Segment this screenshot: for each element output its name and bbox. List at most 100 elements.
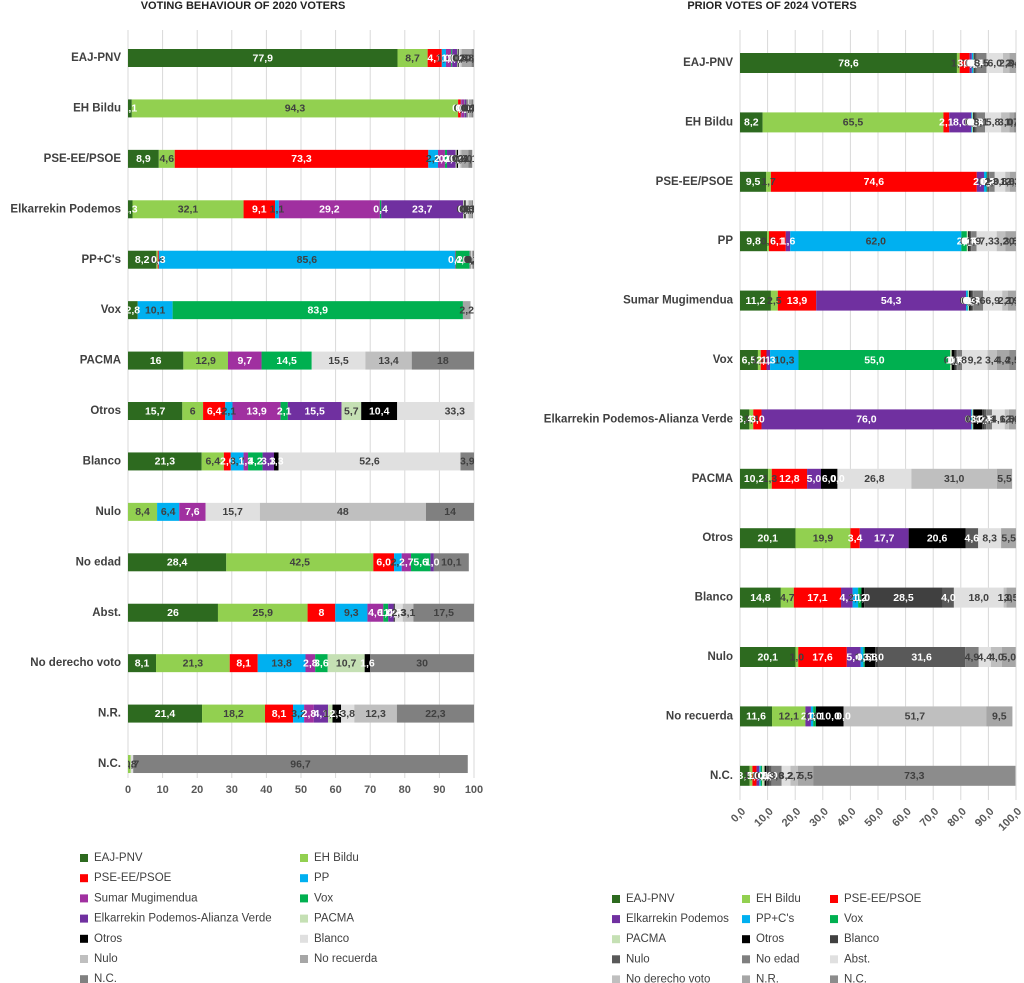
data-label: 2,6	[1005, 414, 1020, 426]
legend-swatch	[742, 915, 750, 924]
category-label: PACMA	[80, 355, 121, 367]
bar-segment	[1003, 53, 1010, 73]
bar-segment	[807, 468, 821, 489]
bar-segment	[994, 171, 1006, 192]
bar-segment	[430, 553, 434, 572]
legend-label: EAJ-PNV	[94, 852, 143, 864]
data-label: 3,2	[779, 770, 794, 782]
bar-segment	[468, 149, 473, 168]
bar-segment	[447, 149, 456, 168]
data-label: 10,7	[336, 657, 357, 669]
data-label: 9,5	[746, 176, 761, 188]
bar-segment	[740, 528, 796, 549]
data-label: 28,4	[167, 557, 188, 569]
data-label: 4,1	[314, 708, 329, 720]
data-label: 0,8	[452, 103, 467, 115]
data-label: 2,5	[330, 708, 345, 720]
data-label: 6,9	[985, 295, 1000, 307]
data-label: 15,7	[222, 506, 243, 518]
bar-segment	[966, 231, 968, 252]
bar-segment	[970, 231, 972, 252]
bar-segment	[996, 231, 1006, 252]
data-label: 0,4	[450, 153, 465, 165]
bar-segment	[179, 502, 206, 521]
legend-label: Blanco	[844, 933, 879, 945]
bar-segment	[968, 231, 971, 252]
bar-segment	[315, 654, 328, 673]
bar-segment	[433, 553, 469, 572]
data-label: 62,0	[866, 235, 887, 247]
data-label: 1,6	[781, 235, 796, 247]
data-label: 13,8	[271, 657, 292, 669]
data-label: 0,3	[465, 254, 480, 266]
bar-segment	[841, 587, 853, 608]
bar-segment	[227, 351, 262, 370]
x-tick-label: 20,0	[780, 806, 804, 830]
bar-segment	[205, 502, 260, 521]
data-label: 0,0	[1009, 295, 1024, 307]
data-label: 2,8	[426, 153, 441, 165]
category-label: Abst.	[92, 607, 121, 619]
bar-segment	[973, 290, 984, 311]
x-tick-label: 30	[226, 784, 238, 796]
data-label: 9,8	[746, 235, 761, 247]
data-label: 0,1	[966, 57, 981, 69]
bar-segment	[471, 250, 473, 269]
legend-label: Elkarrekin Podemos-Alianza Verde	[94, 913, 272, 925]
data-label: 0,4	[373, 204, 388, 216]
data-label: 85,6	[297, 254, 318, 266]
bar-segment	[785, 231, 791, 252]
data-label: 0,3	[387, 607, 402, 619]
data-label: 32,1	[178, 204, 199, 216]
bar-segment	[768, 765, 772, 786]
data-label: 5,8	[986, 117, 1001, 129]
bar-segment	[361, 402, 398, 421]
bar-segment	[367, 603, 384, 622]
data-label: 6,0	[822, 473, 837, 485]
bar-segment	[813, 706, 816, 727]
data-label: 1,0	[760, 770, 775, 782]
data-label: 1,1	[123, 103, 138, 115]
legend-swatch	[80, 874, 88, 883]
bar-segment	[156, 250, 158, 269]
bar-segment	[394, 603, 403, 622]
bar-segment	[962, 350, 988, 370]
data-label: 1,0	[856, 592, 871, 604]
data-label: 2,4	[1005, 57, 1020, 69]
data-label: 6,4	[207, 405, 222, 417]
data-label: 2,7	[399, 557, 414, 569]
legend-label: PACMA	[626, 933, 666, 945]
category-label: Elkarrekin Podemos-Alianza Verde	[544, 413, 733, 425]
bar-segment	[740, 53, 957, 73]
bar-segment	[128, 704, 203, 723]
legend-swatch	[300, 955, 308, 963]
bar-segment	[460, 49, 462, 67]
bar-segment	[467, 99, 469, 118]
data-label: 1,1	[463, 153, 478, 165]
data-label: 2,3	[391, 607, 406, 619]
data-label: 1,3	[763, 473, 778, 485]
data-label: 2,5	[1005, 354, 1020, 366]
legend-label: N.C.	[844, 973, 867, 983]
bar-segment	[740, 706, 773, 727]
legend-swatch	[830, 935, 838, 944]
bar-segment	[128, 149, 159, 168]
x-tick-label: 70,0	[918, 806, 942, 830]
bar-segment	[462, 301, 471, 320]
data-label: 4,2	[840, 592, 855, 604]
bar-segment	[860, 647, 864, 667]
bar-segment	[128, 351, 184, 370]
bar-segment	[972, 290, 974, 311]
legend-label: N.R.	[756, 973, 779, 983]
data-label: 0,6	[452, 153, 467, 165]
bar-segment	[986, 706, 1013, 727]
legend-label: Vox	[844, 913, 863, 925]
data-label: 3,2	[994, 235, 1009, 247]
legend-label: N.C.	[94, 973, 117, 983]
bar-segment	[760, 765, 763, 786]
data-label: 20,1	[758, 532, 779, 544]
bar-segment	[456, 149, 459, 168]
data-label: 30	[416, 657, 428, 669]
data-label: 3,6	[314, 657, 329, 669]
category-label: PSE-EE/PSOE	[656, 176, 734, 188]
